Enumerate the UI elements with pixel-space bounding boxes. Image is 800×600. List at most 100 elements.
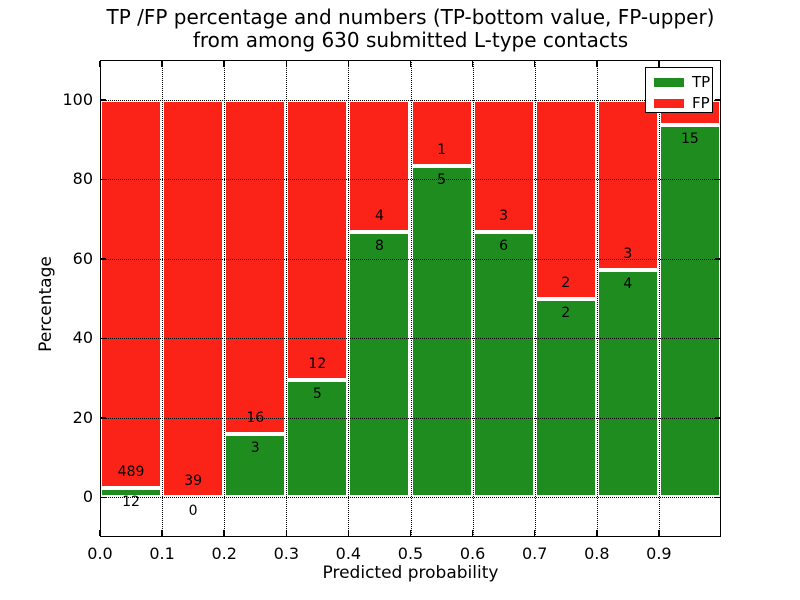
bar-label-tp-count: 0 bbox=[188, 503, 198, 520]
bar-label-fp-count: 16 bbox=[246, 410, 265, 427]
chart-title-line1: TP /FP percentage and numbers (TP-bottom… bbox=[106, 5, 715, 29]
bar-label-fp-count: 1 bbox=[437, 142, 446, 158]
y-tick-label: 40 bbox=[72, 328, 93, 348]
x-tick-label: 0.7 bbox=[521, 544, 548, 563]
y-tick-right bbox=[715, 99, 721, 101]
y-tick-label: 80 bbox=[72, 169, 93, 189]
x-tick-top bbox=[99, 61, 101, 67]
bar-label-fp-count: 39 bbox=[184, 473, 203, 490]
legend-label-tp: TP bbox=[692, 72, 711, 91]
y-tick-left bbox=[100, 178, 106, 180]
legend-item-fp: FP bbox=[654, 94, 712, 112]
y-tick-right bbox=[715, 178, 721, 180]
bar-segment-tp bbox=[100, 487, 163, 498]
y-tick-left bbox=[100, 258, 106, 260]
x-tick-top bbox=[285, 61, 288, 67]
x-tick-bottom bbox=[223, 530, 225, 536]
y-tick-left bbox=[100, 337, 106, 339]
x-tick-top bbox=[533, 61, 536, 67]
bar-label-fp-count: 3 bbox=[499, 208, 509, 225]
bar-segment-fp bbox=[596, 99, 659, 271]
bar-label-tp-count: 5 bbox=[437, 172, 446, 188]
gridline-vertical bbox=[286, 60, 288, 537]
bar-label-tp-count: 6 bbox=[499, 238, 509, 255]
x-tick-top bbox=[596, 61, 598, 67]
x-axis-label: Predicted probability bbox=[322, 563, 499, 583]
gridline-vertical bbox=[224, 60, 226, 537]
y-tick-right bbox=[715, 417, 721, 419]
x-tick-top bbox=[658, 61, 660, 67]
bar-label-tp-count: 8 bbox=[374, 238, 384, 255]
x-tick-label: 0.1 bbox=[149, 544, 175, 563]
x-tick-bottom bbox=[285, 530, 288, 536]
chart-title: TP /FP percentage and numbers (TP-bottom… bbox=[100, 6, 721, 52]
bar-label-fp-count: 2 bbox=[561, 274, 571, 291]
gridline-vertical bbox=[596, 60, 598, 537]
bar-segment-tp bbox=[410, 166, 473, 498]
x-tick-bottom bbox=[471, 530, 474, 536]
legend-swatch-fp bbox=[654, 98, 684, 108]
x-tick-top bbox=[471, 61, 474, 67]
bar-segment-tp bbox=[472, 232, 535, 498]
gridline-vertical bbox=[658, 60, 660, 537]
gridline-vertical bbox=[410, 60, 412, 537]
x-tick-bottom bbox=[409, 530, 412, 536]
gridline-vertical bbox=[472, 60, 474, 537]
bar-segment-fp bbox=[162, 99, 225, 498]
x-tick-label: 0.3 bbox=[273, 544, 300, 563]
y-tick-label: 20 bbox=[72, 407, 93, 427]
y-tick-label: 100 bbox=[62, 89, 93, 109]
bar-label-tp-count: 12 bbox=[122, 493, 140, 510]
y-tick-right bbox=[715, 337, 721, 339]
legend-label-fp: FP bbox=[692, 93, 710, 112]
x-tick-label: 0.9 bbox=[646, 544, 672, 563]
bar-label-tp-count: 15 bbox=[681, 130, 699, 147]
chart-title-line2: from among 630 submitted L-type contacts bbox=[192, 28, 629, 52]
bar-segment-tp bbox=[658, 124, 721, 498]
y-tick-left bbox=[100, 496, 106, 498]
bar-label-tp-count: 5 bbox=[312, 386, 322, 403]
bar-label-tp-count: 4 bbox=[623, 276, 633, 293]
bar-segment-fp bbox=[286, 99, 349, 381]
bar-segment-fp bbox=[472, 99, 535, 233]
bar-segment-tp bbox=[348, 232, 411, 498]
x-tick-bottom bbox=[161, 530, 163, 536]
x-tick-bottom bbox=[99, 530, 101, 536]
x-tick-label: 0.2 bbox=[211, 544, 237, 563]
bar-segment-tp bbox=[286, 380, 349, 498]
x-tick-label: 0.6 bbox=[459, 544, 486, 563]
x-tick-label: 0.8 bbox=[584, 544, 610, 563]
x-tick-bottom bbox=[658, 530, 660, 536]
bar-segment-fp bbox=[224, 99, 287, 435]
x-tick-top bbox=[161, 61, 163, 67]
y-tick-right bbox=[715, 496, 721, 498]
bar-label-fp-count: 4 bbox=[374, 208, 384, 225]
x-tick-top bbox=[223, 61, 225, 67]
y-tick-left bbox=[100, 417, 106, 419]
bar-segment-fp bbox=[348, 99, 411, 233]
x-tick-bottom bbox=[533, 530, 536, 536]
gridline-vertical bbox=[162, 60, 164, 537]
y-tick-right bbox=[715, 258, 721, 260]
y-tick-label: 60 bbox=[72, 248, 93, 268]
bar-segment-fp bbox=[100, 99, 163, 488]
y-tick-label: 0 bbox=[82, 487, 93, 507]
bar-label-tp-count: 3 bbox=[250, 440, 260, 457]
y-tick-left bbox=[100, 99, 106, 101]
x-tick-label: 0.5 bbox=[397, 544, 424, 563]
bar-label-fp-count: 489 bbox=[117, 463, 145, 480]
bar-segment-tp bbox=[534, 298, 597, 498]
bar-segment-tp bbox=[224, 434, 287, 498]
bar-segment-tp bbox=[596, 270, 659, 498]
gridline-vertical bbox=[534, 60, 536, 537]
legend-swatch-tp bbox=[654, 77, 684, 87]
gridline-vertical bbox=[348, 60, 350, 537]
x-tick-bottom bbox=[347, 530, 350, 536]
x-tick-label: 0.0 bbox=[87, 544, 113, 563]
x-tick-top bbox=[409, 61, 412, 67]
legend: TP FP bbox=[645, 67, 713, 113]
bar-label-fp-count: 12 bbox=[308, 356, 327, 373]
bar-segment-fp bbox=[534, 99, 597, 299]
bar-label-tp-count: 2 bbox=[561, 304, 571, 321]
